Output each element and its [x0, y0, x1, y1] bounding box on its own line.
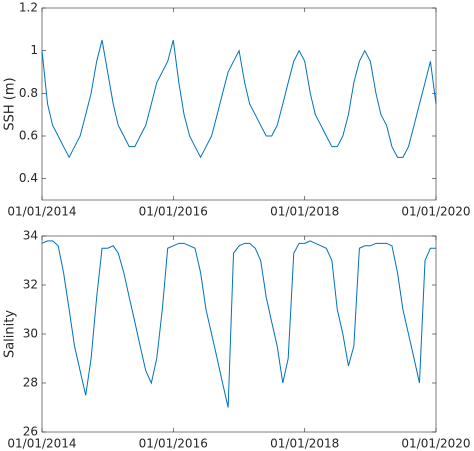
y-tick-label: 34: [23, 229, 38, 243]
data-line: [41, 240, 436, 408]
x-tick-label: 01/01/2018: [270, 205, 339, 219]
axes-box: [41, 7, 437, 201]
x-tick-label: 01/01/2020: [401, 205, 470, 219]
x-tick-label: 01/01/2016: [139, 437, 208, 451]
x-tick-label: 01/01/2014: [7, 205, 76, 219]
y-tick-label: 1.2: [19, 1, 38, 15]
y-axis-label: Salinity: [3, 310, 18, 358]
x-tick-label: 01/01/2018: [270, 437, 339, 451]
y-tick-label: 0.4: [19, 171, 38, 185]
y-tick-label: 26: [23, 425, 38, 439]
axes-box: [41, 235, 437, 433]
y-tick-label: 30: [23, 327, 38, 341]
x-tick-label: 01/01/2020: [401, 437, 470, 451]
y-tick-label: 28: [23, 376, 38, 390]
x-tick-label: 01/01/2014: [7, 437, 76, 451]
y-axis-label: SSH (m): [3, 77, 18, 130]
y-tick-label: 1: [30, 43, 38, 57]
y-tick-label: 0.6: [19, 129, 38, 143]
x-tick-label: 01/01/2016: [139, 205, 208, 219]
data-line: [41, 39, 437, 159]
y-tick-label: 32: [23, 278, 38, 292]
y-tick-label: 0.8: [19, 86, 38, 100]
